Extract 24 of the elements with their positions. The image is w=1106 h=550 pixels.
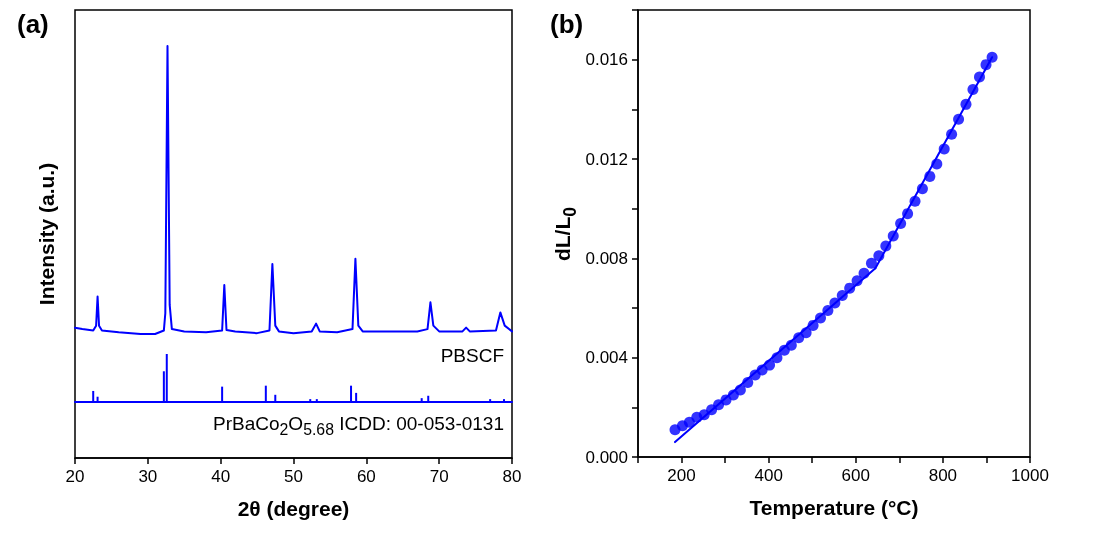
x-tick-label: 400 [754, 466, 783, 485]
y-tick-label: 0.000 [585, 447, 628, 467]
x-tick-label: 30 [138, 467, 158, 486]
x-tick-label: 1000 [1011, 466, 1049, 485]
x-tick-label: 60 [356, 467, 376, 486]
x-tick-label: 600 [841, 466, 870, 485]
x-tick-label: 800 [928, 466, 958, 485]
x-tick-label: 200 [667, 466, 696, 485]
x-tick-label: 50 [284, 467, 303, 486]
y-tick-label: 0.016 [585, 50, 628, 70]
x-tick-label: 70 [429, 467, 449, 486]
x-axis-title: Temperature (°C) [749, 496, 919, 519]
x-tick-label: 40 [211, 467, 231, 486]
series-label: PBSCF [440, 344, 504, 368]
x-axis-title: 2θ (degree) [237, 497, 350, 520]
x-tick-label: 20 [65, 467, 85, 486]
chart-title: (b) [550, 9, 584, 39]
y-tick-label: 0.004 [585, 348, 628, 368]
chart-title: (a) [17, 9, 49, 39]
y-tick-label: 0.012 [585, 149, 628, 169]
series-label: PrBaCo$_{2}$O$_{5.68}$ ICDD: 00-053-0131 [213, 412, 504, 440]
y-axis-title: Intensity (a.u.) [35, 162, 59, 306]
y-tick-label: 0.008 [585, 248, 628, 268]
x-tick-label: 80 [502, 467, 522, 486]
